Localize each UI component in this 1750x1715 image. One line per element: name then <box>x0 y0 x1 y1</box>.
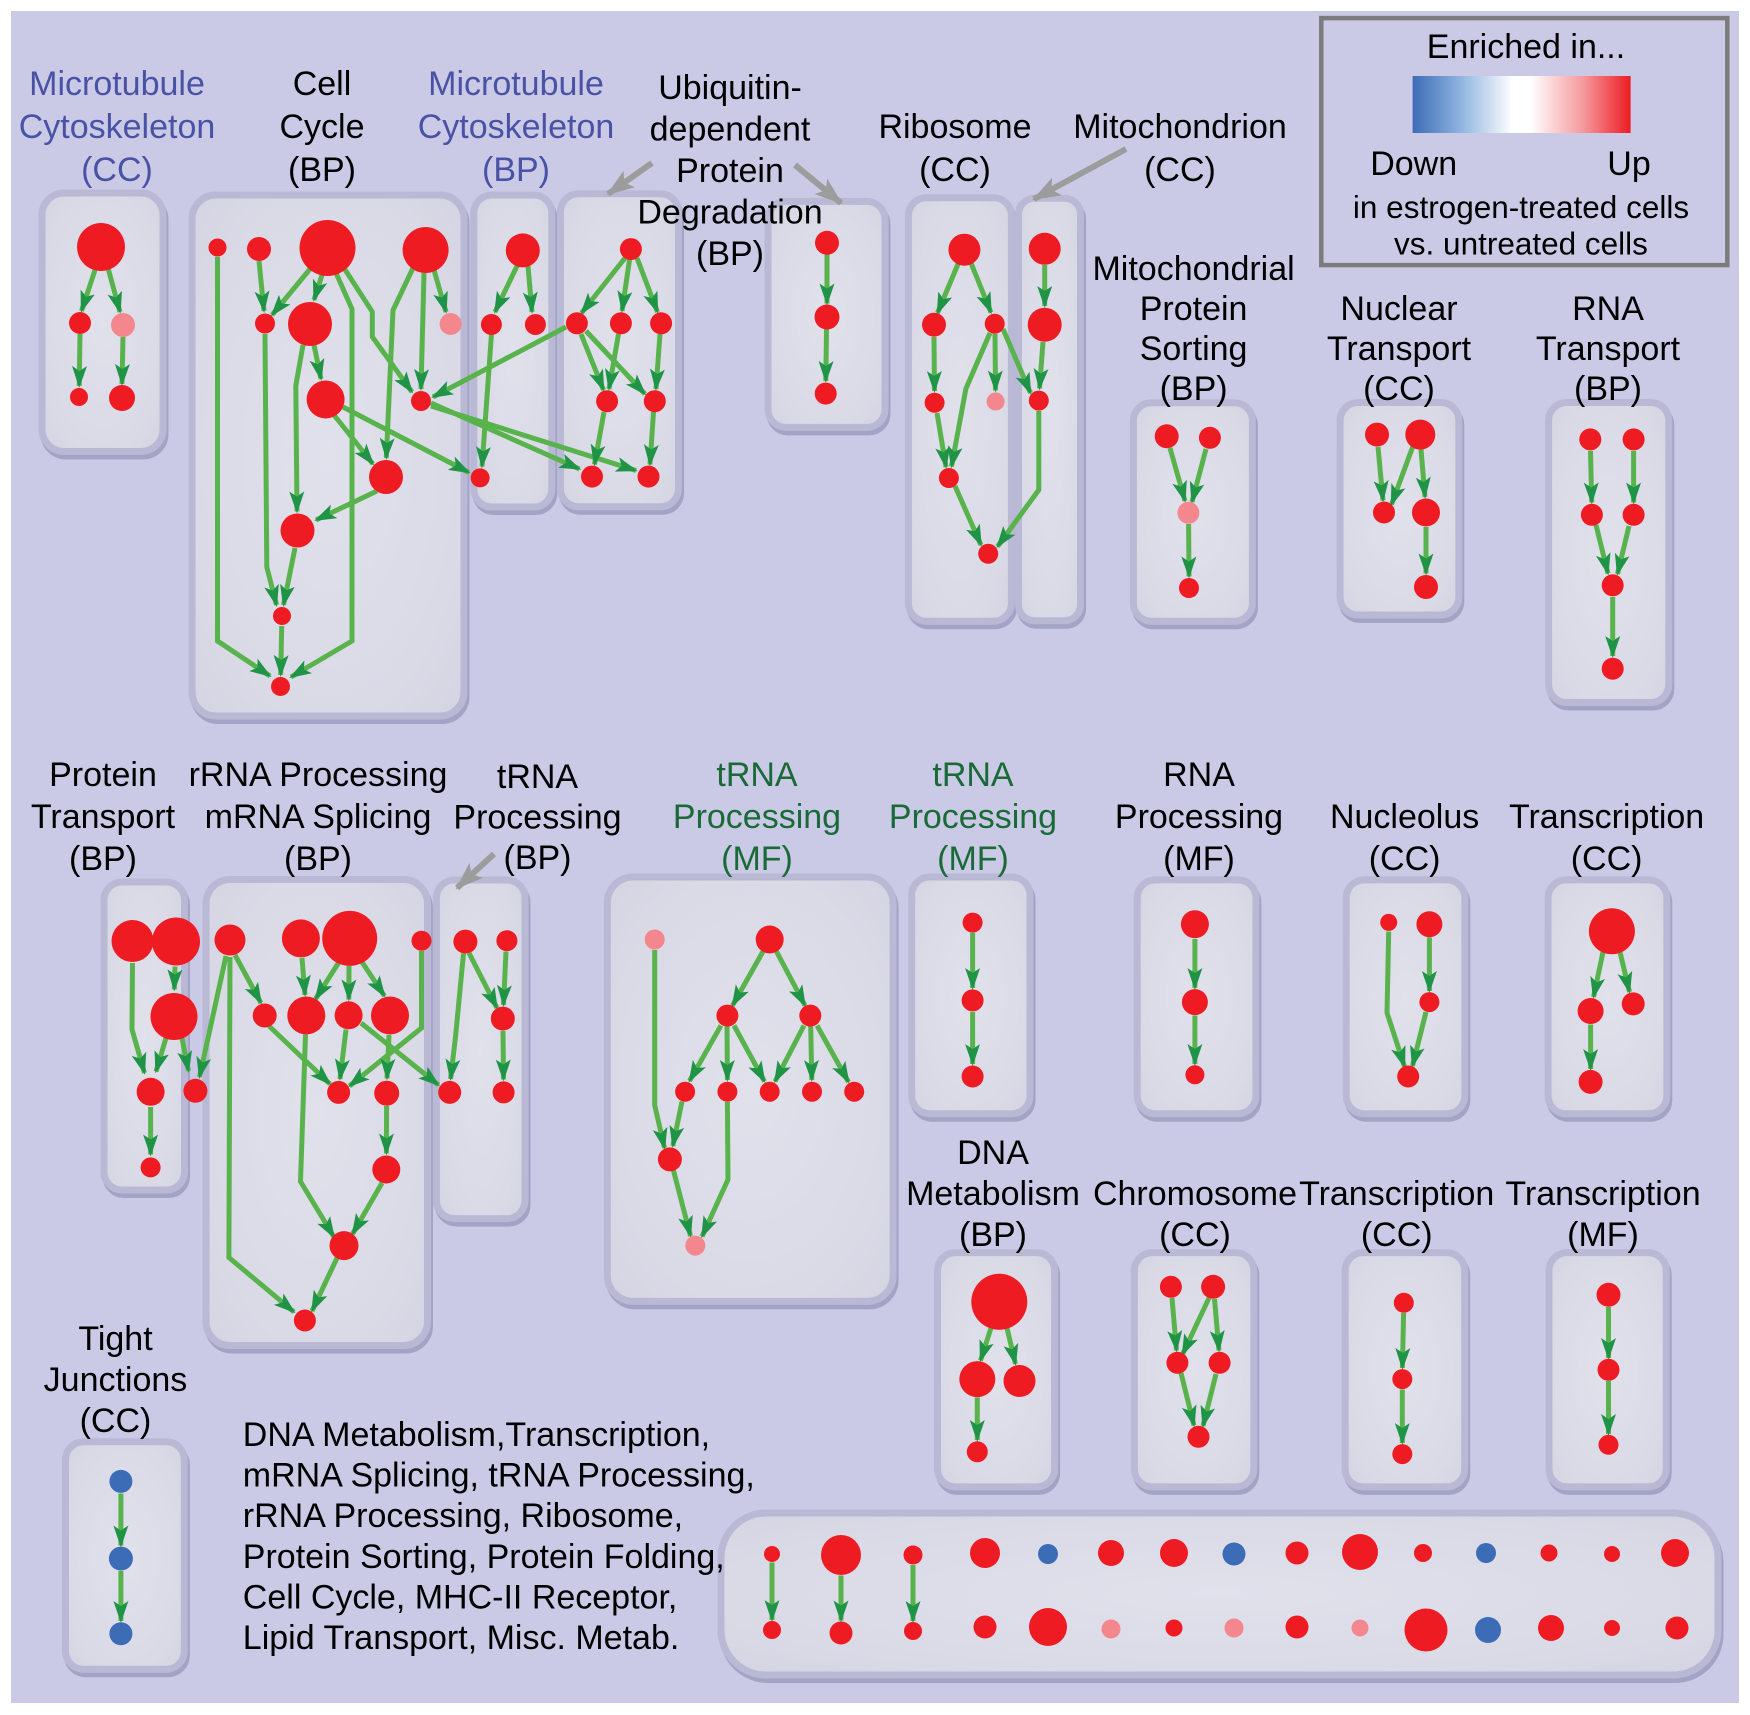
svg-text:Transport: Transport <box>31 798 176 836</box>
svg-text:Metabolism: Metabolism <box>906 1175 1080 1213</box>
svg-text:(BP): (BP) <box>696 235 764 273</box>
svg-text:Processing: Processing <box>889 798 1057 836</box>
svg-text:Cell Cycle, MHC-II Receptor,: Cell Cycle, MHC-II Receptor, <box>243 1578 678 1616</box>
svg-text:Tight: Tight <box>78 1320 153 1358</box>
svg-text:(BP): (BP) <box>1160 370 1228 408</box>
svg-text:rRNA Processing: rRNA Processing <box>189 756 448 794</box>
svg-text:(BP): (BP) <box>1574 370 1642 408</box>
svg-text:(MF): (MF) <box>1163 840 1235 878</box>
svg-text:(BP): (BP) <box>284 840 352 878</box>
svg-text:Sorting: Sorting <box>1140 330 1248 368</box>
svg-text:(MF): (MF) <box>721 840 793 878</box>
svg-text:Cytoskeleton: Cytoskeleton <box>19 108 216 146</box>
svg-text:Cycle: Cycle <box>279 108 364 146</box>
svg-text:vs. untreated cells: vs. untreated cells <box>1394 226 1648 262</box>
svg-text:Protein: Protein <box>1140 290 1248 328</box>
svg-text:Down: Down <box>1370 145 1457 183</box>
svg-text:Microtubule: Microtubule <box>428 65 604 103</box>
svg-text:(CC): (CC) <box>1363 370 1435 408</box>
svg-text:Processing: Processing <box>453 799 621 837</box>
svg-text:(CC): (CC) <box>1361 1216 1433 1254</box>
svg-text:(BP): (BP) <box>482 151 550 189</box>
svg-text:Ribosome: Ribosome <box>878 108 1031 146</box>
svg-text:Lipid Transport, Misc. Metab.: Lipid Transport, Misc. Metab. <box>243 1619 680 1657</box>
svg-text:(BP): (BP) <box>69 840 137 878</box>
svg-text:Degradation: Degradation <box>637 194 822 232</box>
svg-text:Transcription: Transcription <box>1509 798 1704 836</box>
svg-text:DNA Metabolism,Transcription,: DNA Metabolism,Transcription, <box>243 1416 710 1454</box>
svg-text:RNA: RNA <box>1163 756 1235 794</box>
svg-text:Protein: Protein <box>49 756 157 794</box>
svg-text:Mitochondrial: Mitochondrial <box>1092 250 1294 288</box>
svg-text:(CC): (CC) <box>1159 1216 1231 1254</box>
svg-text:(BP): (BP) <box>504 839 572 877</box>
svg-text:Nucleolus: Nucleolus <box>1330 798 1479 836</box>
svg-text:tRNA: tRNA <box>932 756 1014 794</box>
svg-text:(CC): (CC) <box>919 151 991 189</box>
svg-text:Transport: Transport <box>1327 330 1472 368</box>
svg-text:Transport: Transport <box>1536 330 1681 368</box>
svg-text:Mitochondrion: Mitochondrion <box>1073 108 1287 146</box>
svg-text:Protein: Protein <box>676 152 784 190</box>
svg-text:(BP): (BP) <box>959 1216 1027 1254</box>
svg-text:(MF): (MF) <box>937 840 1009 878</box>
svg-text:Microtubule: Microtubule <box>29 65 205 103</box>
svg-text:(CC): (CC) <box>80 1402 152 1440</box>
svg-text:Up: Up <box>1607 145 1650 183</box>
svg-text:(CC): (CC) <box>1144 151 1216 189</box>
svg-text:Protein Sorting, Protein Foldi: Protein Sorting, Protein Folding, <box>243 1538 725 1576</box>
svg-text:(CC): (CC) <box>1369 840 1441 878</box>
svg-text:(BP): (BP) <box>288 151 356 189</box>
svg-text:Chromosome: Chromosome <box>1093 1175 1297 1213</box>
svg-text:Processing: Processing <box>1115 798 1283 836</box>
svg-text:Cell: Cell <box>293 65 352 103</box>
svg-text:Enriched in...: Enriched in... <box>1427 28 1625 66</box>
svg-text:Transcription: Transcription <box>1505 1175 1700 1213</box>
svg-text:rRNA Processing, Ribosome,: rRNA Processing, Ribosome, <box>243 1497 683 1535</box>
svg-text:tRNA: tRNA <box>497 758 579 796</box>
svg-text:Ubiquitin-: Ubiquitin- <box>658 69 802 107</box>
svg-text:Nuclear: Nuclear <box>1340 290 1457 328</box>
svg-text:(CC): (CC) <box>1571 840 1643 878</box>
svg-text:(CC): (CC) <box>81 151 153 189</box>
svg-text:mRNA Splicing, tRNA Processing: mRNA Splicing, tRNA Processing, <box>243 1457 755 1495</box>
svg-text:(MF): (MF) <box>1567 1216 1639 1254</box>
svg-text:mRNA Splicing: mRNA Splicing <box>205 798 432 836</box>
svg-text:Transcription: Transcription <box>1299 1175 1494 1213</box>
svg-text:RNA: RNA <box>1572 290 1644 328</box>
svg-text:Junctions: Junctions <box>44 1361 188 1399</box>
svg-text:Cytoskeleton: Cytoskeleton <box>418 108 615 146</box>
svg-text:tRNA: tRNA <box>716 756 798 794</box>
svg-text:dependent: dependent <box>650 111 811 149</box>
svg-text:in estrogen-treated cells: in estrogen-treated cells <box>1353 189 1689 225</box>
svg-text:DNA: DNA <box>957 1134 1029 1172</box>
svg-text:Processing: Processing <box>673 798 841 836</box>
